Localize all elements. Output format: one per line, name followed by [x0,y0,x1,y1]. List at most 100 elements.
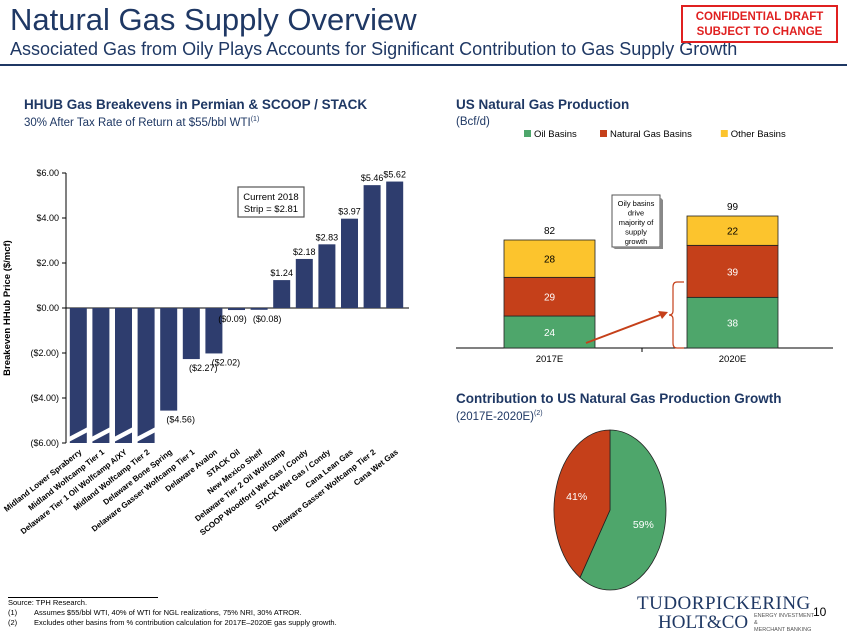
contribution-chart-subtitle: (2017E-2020E)(2) [456,410,543,423]
bar-value-label: $1.24 [270,268,293,278]
footnote-2-num: (2) [8,618,18,627]
strip-callout-box [237,186,305,218]
legend-swatch [720,130,728,137]
page-title: Natural Gas Supply Overview [10,2,417,37]
bar-mark [341,218,358,308]
breakeven-chart-subtitle: 30% After Tax Rate of Return at $55/bbl … [24,116,259,129]
footnote-1-text: Assumes $55/bbl WTI, 40% of WTI for NGL … [34,608,302,617]
oily-callout-box [611,194,661,248]
logo-line-1: TUDORPICKERING [637,593,811,614]
y-tick-label: $0.00 [36,303,59,313]
segment-value-label: 24 [544,328,556,339]
y-tick-label: $2.00 [36,258,59,268]
segment-value-label: 28 [544,255,556,266]
bar-mark [115,308,132,443]
breakeven-chart-title: HHUB Gas Breakevens in Permian & SCOOP /… [24,97,368,112]
oily-callout-line: Oily basins [618,199,655,208]
category-label: 2017E [536,354,563,365]
bar-mark [318,244,336,308]
footnotes: Source: TPH Research. (1) Assumes $55/bbl… [8,598,337,628]
breakeven-subtitle-text: 30% After Tax Rate of Return at $55/bbl … [24,116,251,129]
pie-slice [553,429,611,579]
page-number: 10 [813,605,827,619]
bar-value-label: ($2.02) [212,357,241,367]
pie-slice-label: 41% [566,491,587,503]
y-tick-label: $4.00 [36,213,59,223]
segment-value-label: 22 [727,227,739,238]
pie-slice [579,429,667,591]
axis-break-mark [68,427,88,442]
page-subtitle: Associated Gas from Oily Plays Accounts … [10,39,738,59]
contribution-subtitle-footnote: (2) [534,410,543,417]
bar-value-label: ($2.27) [189,363,218,373]
confidential-badge: CONFIDENTIAL DRAFT SUBJECT TO CHANGE [681,5,838,43]
y-tick-label: ($4.00) [30,393,59,403]
footnote-2-text: Excludes other basins from % contributio… [34,618,337,627]
oily-callout-line: drive [628,209,644,218]
strip-callout-line-1: Current 2018 [243,192,298,203]
oily-callout-line: growth [625,237,648,246]
contribution-subtitle-text: (2017E-2020E) [456,410,534,423]
stacked-segment [503,276,596,317]
total-label: 82 [544,226,556,237]
legend-swatch [524,130,531,137]
production-stacked-chart: Oil Basins Natural Gas Basins Other Basins… [456,129,833,365]
segment-value-label: 29 [544,293,556,304]
category-label: 2020E [719,354,746,365]
axis-break-mark [136,427,156,442]
badge-line-2: SUBJECT TO CHANGE [696,26,823,38]
oily-callout-line: supply [625,228,647,237]
bar-mark [69,308,87,443]
badge-line-1: CONFIDENTIAL DRAFT [695,11,824,23]
legend-swatch [600,130,607,137]
segment-value-label: 38 [727,319,739,330]
legend-label: Oil Basins [534,129,577,140]
legend-label: Natural Gas Basins [610,129,692,140]
stacked-segment [503,239,596,278]
bar-value-label: $2.18 [293,247,316,257]
bar-mark [273,280,291,308]
bar-mark [250,308,268,310]
y-axis-title: Breakeven HHub Price ($/mcf) [2,240,13,376]
bar-mark [295,258,313,308]
logo-line-2: HOLT&CO [658,612,749,633]
stacked-segment [686,296,779,349]
bar-mark [363,185,381,308]
oily-callout-line: majority of [619,218,655,227]
stacked-segment [503,315,596,349]
bar-value-label: $5.62 [383,170,406,180]
bar-mark [228,308,245,311]
growth-arrow-head [658,311,668,319]
segment-value-label: 39 [727,267,739,278]
production-chart-title: US Natural Gas Production [456,97,630,112]
stacked-segment [686,215,779,246]
growth-arrow-line [585,314,661,344]
bar-mark [205,308,223,354]
breakeven-bar-chart: ($6.00) ($4.00) ($2.00) $0.00 $2.00 $4.00 $6.0… [2,168,409,537]
bar-mark [182,308,200,360]
production-chart-subtitle: (Bcf/d) [456,116,490,128]
contribution-pie-chart: 59% 41% [553,429,667,591]
bar-value-label: $5.46 [361,173,384,183]
footnote-1-num: (1) [8,608,18,617]
axis-break-mark [91,427,111,442]
legend-label: Other Basins [731,129,786,140]
y-tick-label: ($6.00) [30,438,59,448]
strip-callout-line-2: Strip = $2.81 [244,204,298,215]
bar-mark [137,308,155,443]
logo-tag-1: ENERGY INVESTMENT & [754,613,815,626]
bar-mark [160,308,178,411]
logo-tag-2: MERCHANT BANKING [754,627,812,633]
bar-mark [92,308,110,443]
bar-value-label: $2.83 [316,232,339,242]
bar-value-label: ($4.56) [166,415,195,425]
bar-value-label: $3.97 [338,207,361,217]
y-tick-label: ($2.00) [30,348,59,358]
growth-bracket [668,281,684,349]
y-tick-label: $6.00 [36,168,59,178]
bar-value-label: ($0.08) [253,314,282,324]
breakeven-subtitle-footnote: (1) [250,116,260,123]
bar-mark [386,181,404,308]
